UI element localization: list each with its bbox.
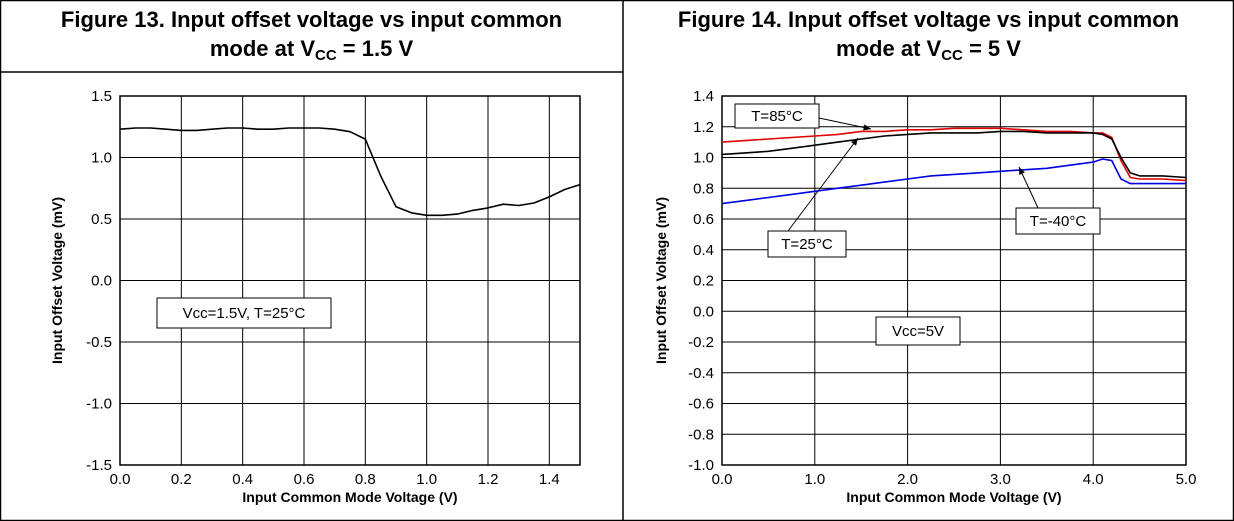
caption-text: mode at V bbox=[209, 36, 315, 61]
series-line bbox=[721, 127, 1187, 182]
x-tick-label: 0.4 bbox=[232, 471, 253, 488]
y-tick-label: -0.8 bbox=[688, 426, 714, 443]
caption-text: mode at V bbox=[836, 36, 942, 61]
y-tick-label: -1.0 bbox=[688, 457, 714, 474]
y-tick-label: 0.4 bbox=[693, 242, 714, 259]
chart-figure-13: 0.0 0.2 0.4 0.6 0.8 1.0 1.2 1.4 1.5 1.0 0.5 0.0 -0.5… bbox=[49, 88, 581, 505]
x-tick-label: 0.2 bbox=[171, 471, 192, 488]
x-tick-label: 2.0 bbox=[897, 471, 918, 488]
series-label-arrow-head bbox=[1019, 167, 1025, 175]
caption-subscript: CC bbox=[941, 47, 963, 64]
figure-14-caption: Figure 14. Input offset voltage vs input… bbox=[623, 0, 1234, 72]
x-tick-label: 1.0 bbox=[804, 471, 825, 488]
y-tick-label: 0.0 bbox=[693, 303, 714, 320]
x-tick-label: 1.2 bbox=[478, 471, 499, 488]
x-tick-label: 1.0 bbox=[416, 471, 437, 488]
y-tick-label: 1.0 bbox=[693, 150, 714, 167]
y-axis-title: Input Offset Voltage (mV) bbox=[653, 197, 669, 364]
series-label-arrow-head bbox=[863, 124, 871, 131]
y-tick-label: -1.5 bbox=[86, 457, 112, 474]
x-tick-label: 0.8 bbox=[355, 471, 376, 488]
plot-area-border bbox=[721, 95, 1187, 466]
series-label: T=85°C bbox=[751, 108, 803, 125]
x-axis-title: Input Common Mode Voltage (V) bbox=[846, 489, 1061, 505]
y-tick-label: 0.6 bbox=[693, 211, 714, 228]
caption-text: = 5 V bbox=[962, 36, 1021, 61]
figure-13-caption-line1: Figure 13. Input offset voltage vs input… bbox=[60, 7, 563, 32]
series-label-arrow bbox=[787, 137, 859, 232]
x-tick-label: 0.0 bbox=[110, 471, 131, 488]
y-tick-label: 0.2 bbox=[693, 273, 714, 290]
figure-13-caption: Figure 13. Input offset voltage vs input… bbox=[0, 0, 623, 72]
series-line bbox=[119, 127, 581, 217]
x-tick-label: 0.6 bbox=[294, 471, 315, 488]
y-tick-label: -0.4 bbox=[688, 365, 714, 382]
series-label: T=-40°C bbox=[1030, 213, 1087, 230]
series-label-arrow bbox=[818, 117, 872, 130]
x-tick-label: 5.0 bbox=[1176, 471, 1197, 488]
series-line bbox=[721, 158, 1186, 205]
y-tick-label: -0.6 bbox=[688, 396, 714, 413]
plot-area-border bbox=[119, 95, 581, 466]
y-tick-label: 1.2 bbox=[693, 119, 714, 136]
y-tick-label: -0.5 bbox=[86, 334, 112, 351]
y-tick-label: 1.4 bbox=[693, 88, 714, 105]
x-tick-label: 3.0 bbox=[990, 471, 1011, 488]
caption-text: = 1.5 V bbox=[336, 36, 414, 61]
series-label: T=25°C bbox=[781, 236, 833, 253]
series-label-box bbox=[767, 230, 847, 258]
y-tick-label: 0.0 bbox=[91, 273, 112, 290]
figure-13-caption-line2: mode at VCC = 1.5 V bbox=[0, 34, 623, 71]
series-label-box bbox=[734, 103, 820, 129]
y-tick-label: -1.0 bbox=[86, 396, 112, 413]
annotation-label-box bbox=[875, 316, 961, 346]
annotation-label: Vcc=1.5V, T=25°C bbox=[183, 305, 306, 322]
y-tick-label: 0.5 bbox=[91, 211, 112, 228]
caption-subscript: CC bbox=[315, 47, 337, 64]
y-tick-label: 0.8 bbox=[693, 180, 714, 197]
series-label-arrow-head bbox=[851, 138, 858, 146]
annotation-label-box bbox=[156, 297, 332, 329]
figure-14-caption-line2: mode at VCC = 5 V bbox=[623, 34, 1234, 71]
x-axis-title: Input Common Mode Voltage (V) bbox=[242, 489, 457, 505]
y-axis-title: Input Offset Voltage (mV) bbox=[49, 197, 65, 364]
figure-14-caption-line1: Figure 14. Input offset voltage vs input… bbox=[677, 7, 1180, 32]
x-tick-label: 0.0 bbox=[712, 471, 733, 488]
series-label-arrow bbox=[1018, 166, 1039, 209]
series-label-box bbox=[1015, 207, 1101, 235]
y-tick-label: 1.0 bbox=[91, 150, 112, 167]
x-tick-label: 4.0 bbox=[1083, 471, 1104, 488]
y-tick-label: 1.5 bbox=[91, 88, 112, 105]
x-tick-label: 1.4 bbox=[539, 471, 560, 488]
y-tick-label: -0.2 bbox=[688, 334, 714, 351]
chart-figure-14: 0.0 1.0 2.0 3.0 4.0 5.0 1.4 1.2 1.0 0.8 0.6 0.4 0.2 0… bbox=[653, 88, 1197, 505]
series-line bbox=[721, 130, 1187, 179]
annotation-label: Vcc=5V bbox=[892, 323, 944, 340]
